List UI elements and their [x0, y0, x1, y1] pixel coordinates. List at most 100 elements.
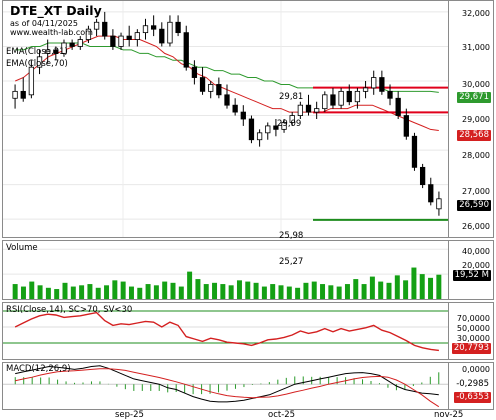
- candle-body: [134, 32, 140, 40]
- volume-bar: [29, 281, 35, 299]
- volume-bar: [403, 280, 409, 299]
- volume-bar: [203, 284, 209, 299]
- ema21-value-tag: 29,671: [457, 92, 491, 103]
- price-tick: 27,000: [462, 187, 490, 196]
- price-tick: 30,000: [462, 80, 490, 89]
- candle-body: [85, 28, 92, 40]
- volume-bar: [187, 271, 193, 299]
- volume-bar: [112, 280, 118, 299]
- candle-body: [159, 28, 165, 44]
- candle-body: [411, 135, 418, 168]
- candle-body: [126, 35, 132, 40]
- ema70-value-tag: 28,568: [457, 130, 491, 141]
- price-tick: 31,000: [462, 43, 490, 52]
- candle-body: [314, 108, 320, 113]
- candle-body: [93, 21, 100, 30]
- candle-body: [61, 42, 67, 54]
- candle-body: [330, 94, 336, 106]
- candle-body: [224, 94, 230, 106]
- candle-body: [346, 90, 352, 103]
- volume-bar: [178, 286, 184, 299]
- x-label-oct: oct-25: [268, 410, 296, 420]
- as-of-date: as of 04/11/2025: [10, 19, 78, 28]
- x-label-nov: nov-25: [434, 410, 464, 420]
- rsi-tick: 70,0000: [456, 314, 490, 323]
- ema70-label: EMA(Close,70): [6, 59, 68, 69]
- candle-body: [20, 90, 26, 99]
- candle-body: [142, 25, 149, 34]
- volume-bar: [328, 285, 334, 299]
- volume-chart: [3, 248, 449, 299]
- volume-bar: [411, 267, 417, 299]
- macd-value-tag: -0,2985: [454, 379, 491, 390]
- candle-body: [240, 111, 246, 120]
- macd-chart: [3, 365, 449, 408]
- volume-bar: [419, 274, 425, 299]
- candle-body: [395, 97, 401, 116]
- volume-bar: [353, 279, 359, 299]
- volume-bar: [344, 284, 350, 299]
- volume-axis: 40,000 20,000 19,52 M: [448, 241, 493, 299]
- volume-bar: [195, 279, 201, 299]
- volume-bar: [320, 284, 326, 299]
- volume-bar: [87, 284, 93, 299]
- volume-bar: [95, 287, 101, 299]
- macd-line: [15, 365, 439, 403]
- volume-label: Volume: [6, 243, 38, 253]
- candle-body: [53, 49, 59, 54]
- candle-body: [216, 84, 222, 96]
- candle-body: [297, 104, 303, 116]
- volume-bar: [245, 281, 251, 299]
- volume-bar: [369, 276, 375, 299]
- candle-body: [436, 198, 442, 210]
- symbol-title: DTE_XT Daily: [10, 3, 102, 18]
- level-label-support: 25,98: [279, 231, 304, 241]
- volume-bar: [104, 285, 110, 299]
- volume-bar: [20, 286, 26, 299]
- volume-bar: [220, 284, 226, 299]
- candle-body: [354, 90, 361, 103]
- volume-bar: [228, 285, 234, 299]
- x-label-sep: sep-25: [115, 410, 144, 420]
- volume-bar: [336, 286, 342, 299]
- volume-bar: [153, 285, 159, 299]
- macd-signal-line: [15, 368, 440, 408]
- macd-signal-tag: -0,6353: [454, 392, 491, 403]
- volume-bar: [120, 281, 126, 299]
- volume-bar: [394, 275, 400, 299]
- candle-body: [256, 132, 263, 141]
- candle-body: [305, 104, 312, 113]
- price-tick: 32,000: [462, 9, 490, 18]
- volume-tick: 20,000: [462, 261, 490, 270]
- candle-body: [69, 42, 75, 47]
- volume-peak-label: 25,27: [279, 257, 304, 267]
- volume-bar: [428, 277, 434, 299]
- volume-bar: [37, 285, 43, 299]
- candle-body: [175, 21, 181, 34]
- price-chart: [3, 1, 449, 237]
- candle-body: [167, 21, 173, 44]
- price-tick: 28,000: [462, 151, 490, 160]
- candle-body: [118, 35, 124, 47]
- volume-bar: [236, 280, 242, 299]
- volume-bar: [436, 274, 442, 299]
- volume-bar: [295, 287, 301, 299]
- volume-pane: Volume 25,27 40,000 20,000 19,52 M: [2, 240, 494, 300]
- volume-bar: [311, 281, 317, 299]
- price-tick: 26,000: [462, 222, 490, 231]
- volume-bar: [12, 284, 18, 299]
- volume-bar: [378, 281, 384, 299]
- candle-body: [191, 66, 198, 78]
- candle-body: [403, 115, 409, 137]
- candle-body: [387, 90, 393, 99]
- website-label: www.wealth-lab.com: [10, 28, 93, 37]
- candle-body: [281, 122, 287, 130]
- candle-body: [199, 77, 206, 92]
- rsi-chart: [3, 310, 449, 352]
- price-pane: DTE_XT Daily as of 04/11/2025 www.wealth…: [2, 0, 494, 241]
- candle-body: [77, 39, 83, 47]
- candle-body: [248, 118, 255, 141]
- candle-body: [183, 32, 189, 68]
- macd-zero-tick: 0,0000: [462, 365, 490, 374]
- candle-body: [379, 77, 385, 92]
